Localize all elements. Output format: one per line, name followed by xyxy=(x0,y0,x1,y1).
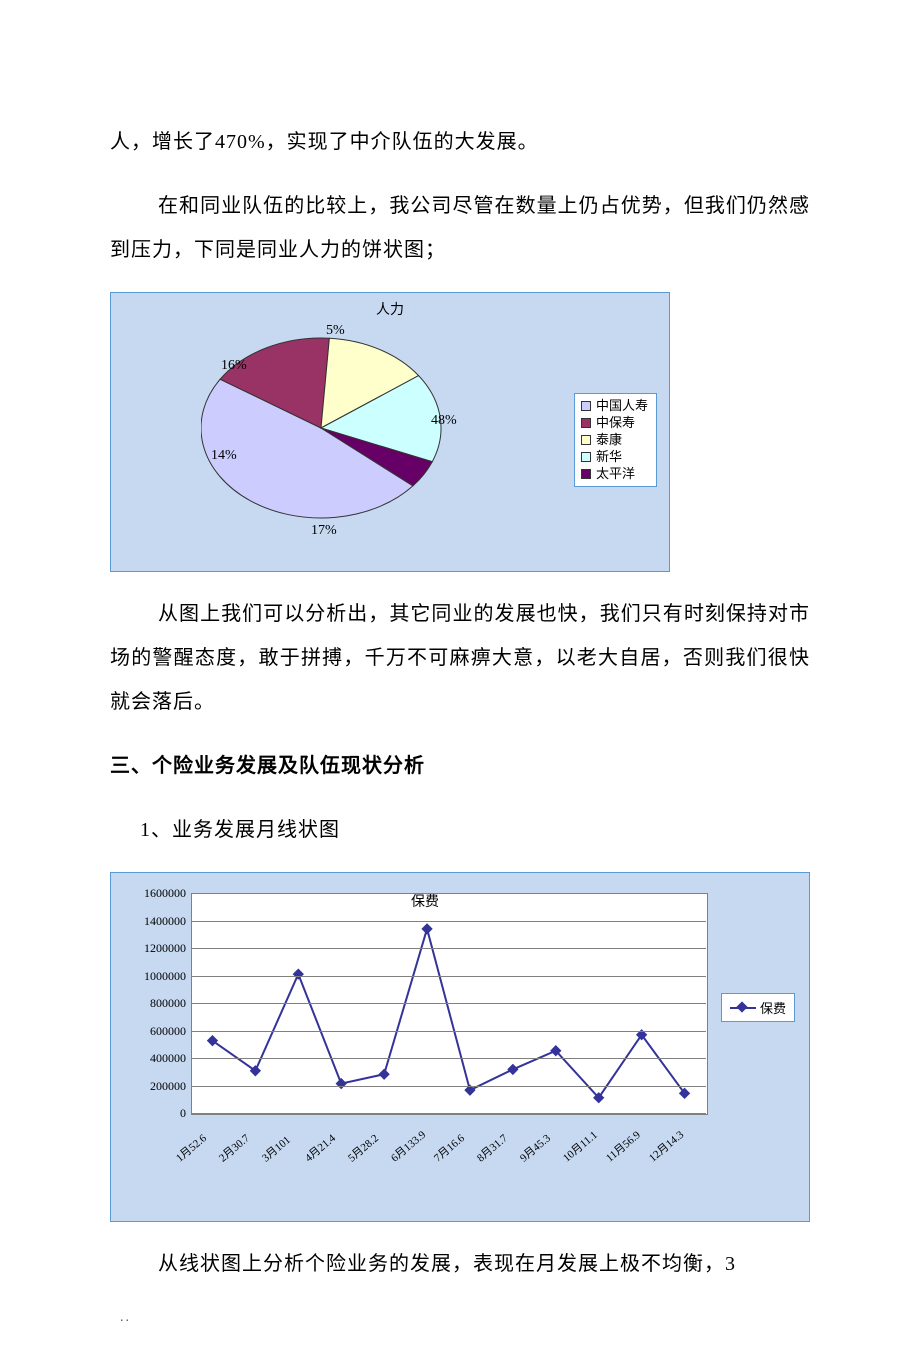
pie-slice-label: 17% xyxy=(311,523,337,539)
x-tick-label: 3月101 xyxy=(258,1132,294,1165)
legend-row: 中保寿 xyxy=(581,415,648,432)
legend-row: 新华 xyxy=(581,449,648,466)
line-chart: 保费 保费 0200000400000600000800000100000012… xyxy=(110,872,810,1222)
x-tick-label: 12月14.3 xyxy=(645,1126,687,1165)
x-tick-label: 7月16.6 xyxy=(430,1130,468,1165)
legend-marker xyxy=(730,1003,756,1013)
x-tick-label: 1月52.6 xyxy=(172,1130,210,1165)
y-tick-label: 1000000 xyxy=(126,969,186,984)
x-tick-label: 2月30.7 xyxy=(215,1130,253,1165)
pie-slice-label: 5% xyxy=(326,323,345,339)
x-tick-label: 9月45.3 xyxy=(516,1130,554,1165)
section-heading-3: 三、个险业务发展及队伍现状分析 xyxy=(110,744,810,788)
sub-heading-1: 1、业务发展月线状图 xyxy=(110,808,810,852)
x-tick-label: 10月11.1 xyxy=(559,1127,601,1166)
pie-chart: 人力 中国人寿中保寿泰康新华太平洋 48% 17% 14% 16% 5% xyxy=(110,292,670,572)
legend-row: 中国人寿 xyxy=(581,398,648,415)
y-tick-label: 800000 xyxy=(126,996,186,1011)
legend-row: 泰康 xyxy=(581,432,648,449)
pie-chart-title: 人力 xyxy=(111,299,669,319)
pie-slice-label: 14% xyxy=(211,448,237,464)
legend-row: 太平洋 xyxy=(581,466,648,483)
paragraph-line-analysis: 从线状图上分析个险业务的发展，表现在月发展上极不均衡，3 xyxy=(110,1242,810,1286)
y-tick-label: 0 xyxy=(126,1106,186,1121)
y-tick-label: 1400000 xyxy=(126,914,186,929)
paragraph-analysis: 从图上我们可以分析出，其它同业的发展也快，我们只有时刻保持对市场的警醒态度，敢于… xyxy=(110,592,810,724)
line-legend: 保费 xyxy=(721,993,795,1022)
pie-slice-label: 16% xyxy=(221,358,247,374)
x-tick-label: 5月28.2 xyxy=(344,1130,382,1165)
y-tick-label: 600000 xyxy=(126,1024,186,1039)
paragraph-intro-cont: 人，增长了470%，实现了中介队伍的大发展。 xyxy=(110,120,810,164)
y-tick-label: 200000 xyxy=(126,1079,186,1094)
y-tick-label: 400000 xyxy=(126,1051,186,1066)
x-tick-label: 6月133.9 xyxy=(387,1126,429,1165)
pie-legend: 中国人寿中保寿泰康新华太平洋 xyxy=(574,393,657,487)
x-tick-label: 8月31.7 xyxy=(473,1130,511,1165)
document-page: 人，增长了470%，实现了中介队伍的大发展。 在和同业队伍的比较上，我公司尽管在… xyxy=(0,0,920,1366)
y-tick-label: 1600000 xyxy=(126,886,186,901)
y-tick-label: 1200000 xyxy=(126,941,186,956)
page-footer: .. xyxy=(120,1310,131,1326)
paragraph-compare: 在和同业队伍的比较上，我公司尽管在数量上仍占优势，但我们仍然感到压力，下同是同业… xyxy=(110,184,810,272)
x-tick-label: 11月56.9 xyxy=(602,1127,644,1166)
x-tick-label: 4月21.4 xyxy=(301,1130,339,1165)
pie-slice-label: 48% xyxy=(431,413,457,429)
legend-label: 保费 xyxy=(760,998,786,1017)
